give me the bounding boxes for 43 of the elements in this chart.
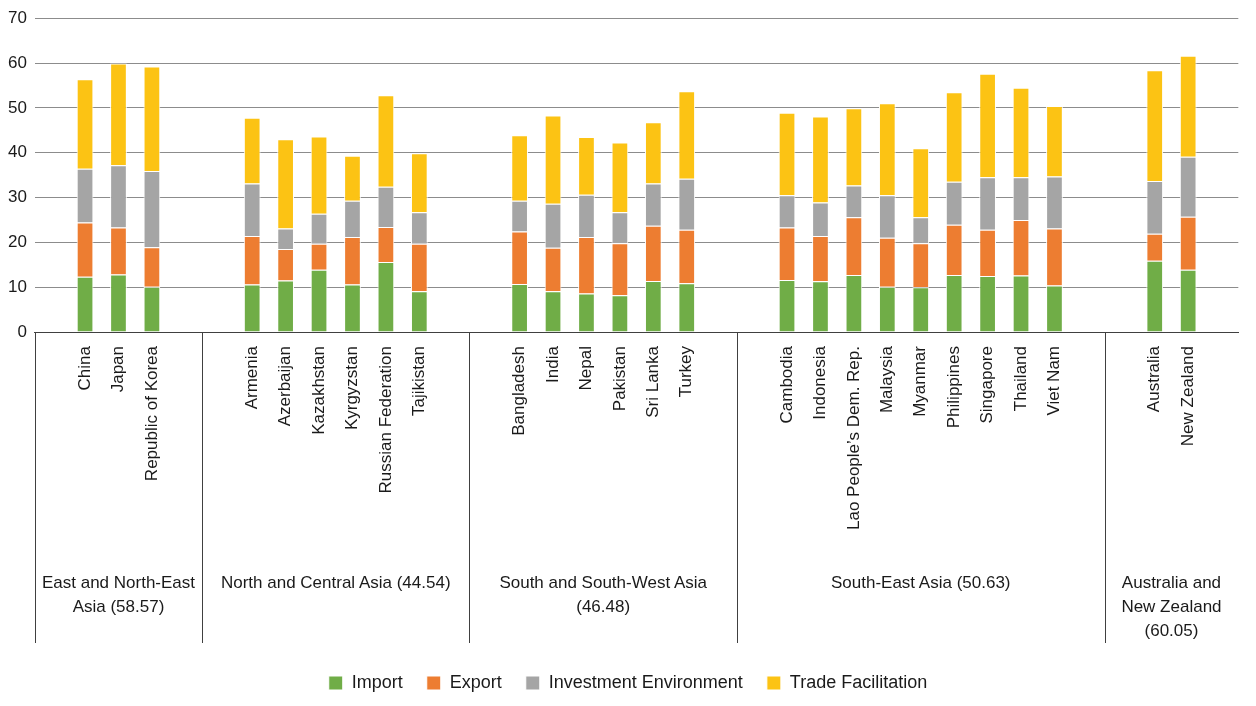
x-tick-label: Indonesia (810, 345, 830, 420)
x-tick-label: Japan (108, 346, 128, 393)
legend-label: Investment Environment (548, 671, 743, 692)
x-tick-label: Lao People’s Dem. Rep. (843, 346, 863, 530)
y-tick-label: 10 (7, 276, 27, 296)
x-tick-label: Viet Nam (1044, 346, 1064, 416)
x-tick-label: Singapore (977, 346, 997, 424)
x-tick-label: Pakistan (609, 346, 629, 412)
x-tick-label: Republic of Korea (141, 345, 161, 482)
legend-label: Import (351, 671, 403, 692)
y-tick-label: 30 (7, 187, 27, 207)
x-tick-label: Philippines (943, 346, 963, 429)
y-tick-label: 60 (7, 52, 27, 72)
legend-label: Export (449, 671, 502, 692)
y-tick-label: 50 (7, 97, 27, 117)
y-tick-label: 70 (7, 7, 27, 27)
x-tick-label: China (74, 345, 94, 391)
x-tick-label: Thailand (1010, 346, 1030, 412)
x-tick-label: Azerbaijan (275, 346, 295, 427)
y-tick-label: 20 (7, 232, 27, 252)
x-tick-label: Tajikistan (409, 346, 429, 416)
x-tick-label: Armenia (241, 345, 261, 410)
legend-label: Trade Facilitation (789, 671, 928, 692)
x-tick-label: Kyrgyzstan (342, 346, 362, 431)
x-tick-label: Malaysia (877, 345, 897, 414)
x-tick-label: Cambodia (776, 345, 796, 424)
x-tick-label: Nepal (576, 346, 596, 391)
x-tick-label: Sri Lanka (643, 345, 663, 418)
x-tick-label: Myanmar (910, 345, 930, 417)
y-tick-label: 40 (7, 142, 27, 162)
x-tick-label: New Zealand (1177, 346, 1197, 447)
y-tick-label: 0 (17, 321, 27, 341)
text: Australia and New Zealand (60.05) (1121, 572, 1222, 640)
x-tick-label: Russian Federation (375, 346, 395, 494)
text: South and South-West Asia (46.48) (499, 572, 708, 616)
x-tick-label: Bangladesh (509, 346, 529, 436)
x-tick-label: Turkey (676, 345, 696, 398)
x-tick-label: Australia (1144, 345, 1164, 413)
x-tick-label: Kazakhstan (308, 346, 328, 435)
text: South-East Asia (50.63) (830, 572, 1011, 592)
text: East and North-East Asia (58.57) (41, 572, 196, 616)
x-tick-label: India (542, 345, 562, 383)
text: North and Central Asia (44.54) (220, 572, 451, 592)
